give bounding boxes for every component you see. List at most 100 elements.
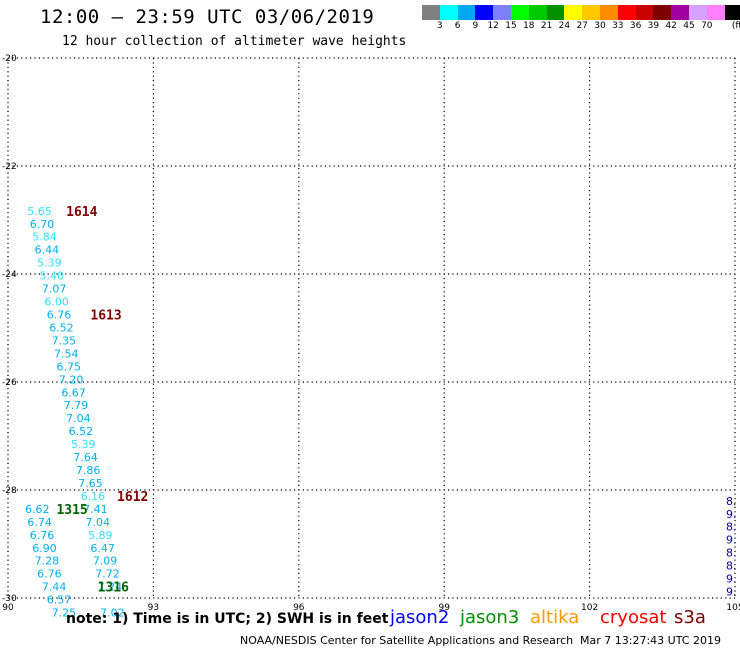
wave-height-label: 7.02 [100, 607, 125, 620]
color-scale-label: 3 [436, 21, 443, 31]
timestamp-text: Mar 7 13:27:43 UTC 2019 [580, 634, 721, 647]
pass-time-label: 1612 [117, 490, 148, 505]
wave-height-label: 9. [726, 573, 737, 586]
page-subtitle: 12 hour collection of altimeter wave hei… [62, 34, 407, 49]
color-scale-label: 42 [665, 21, 677, 31]
lat-tick-label: -26 [2, 378, 17, 388]
color-swatch [493, 5, 511, 20]
color-swatch [475, 5, 494, 20]
wave-height-label: 8. [726, 547, 737, 560]
lon-tick-label: 96 [293, 603, 305, 613]
lat-tick-label: -20 [2, 54, 17, 64]
lon-tick-label: 105 [726, 603, 740, 613]
wave-height-label: 8. [726, 521, 737, 534]
wave-height-label: 6.67 [61, 386, 86, 399]
wave-height-label: 9. [726, 534, 737, 547]
color-scale-label: 27 [576, 21, 588, 31]
color-swatch [546, 5, 565, 20]
color-scale-label: 24 [558, 21, 571, 31]
wave-height-label: 7.28 [35, 555, 60, 568]
wave-height-label: 6.75 [56, 360, 81, 373]
wave-height-label: 7.41 [83, 503, 108, 516]
color-swatch [564, 5, 583, 20]
legend-jason3: jason3 [460, 607, 520, 628]
units-note: note: 1) Time is in UTC; 2) SWH is in fe… [66, 611, 389, 627]
color-swatch [724, 5, 740, 20]
color-scale-label: 15 [505, 21, 517, 31]
color-scale-label: 36 [629, 21, 642, 31]
wave-height-label: 6.90 [32, 542, 57, 555]
color-swatch [617, 5, 636, 20]
color-swatch [510, 5, 529, 20]
lat-tick-label: -30 [2, 594, 17, 604]
color-scale-unit: (ft) [731, 21, 740, 31]
wave-height-label: 7.35 [52, 334, 76, 347]
wave-height-label: 6.47 [90, 542, 115, 555]
color-scale-label: 70 [701, 21, 713, 31]
wave-height-label: 5.65 [27, 205, 51, 218]
wave-height-label: 7.09 [93, 555, 118, 568]
lon-tick-label: 93 [148, 603, 159, 613]
map-grid [7, 57, 736, 599]
legend-cryosat: cryosat [600, 607, 667, 628]
wave-height-label: 7.24 [98, 581, 123, 594]
color-scale-label: 18 [523, 21, 535, 31]
color-scale-label: 9 [472, 21, 479, 31]
wave-height-label: 9. [726, 508, 737, 521]
color-scale-label: 12 [487, 21, 499, 31]
pass-time-label: 1613 [90, 309, 121, 324]
lon-tick-label: 102 [581, 603, 598, 613]
wave-height-label: 6.44 [35, 244, 60, 257]
legend-jason2: jason2 [390, 607, 450, 628]
wave-height-label: 6.76 [37, 568, 62, 581]
wave-height-label: 6.57 [47, 594, 71, 607]
wave-height-label: 9. [726, 586, 737, 599]
color-swatch [582, 5, 600, 20]
pass-time-label: 1614 [66, 205, 97, 220]
legend-s3a: s3a [674, 607, 706, 628]
color-swatch [457, 5, 476, 20]
wave-height-label: 5.39 [37, 257, 62, 270]
color-swatch [635, 5, 654, 20]
color-swatch [671, 5, 689, 20]
wave-height-label: 7.86 [76, 464, 101, 477]
wave-height-values: 5.656.705.846.445.395.407.076.006.766.52… [25, 205, 737, 620]
wave-height-label: 7.72 [95, 568, 120, 581]
wave-height-label: 7.25 [52, 607, 76, 620]
wave-height-label: 6.00 [44, 296, 69, 309]
wave-height-label: 8. [726, 495, 737, 508]
wave-height-label: 7.64 [73, 451, 98, 464]
color-scale-label: 39 [647, 21, 660, 31]
pass-time-labels: 1614 1613 1612 1315 1316 [56, 205, 148, 596]
pass-time-label: 1315 [56, 503, 87, 518]
wave-height-label: 5.84 [32, 231, 57, 244]
wave-height-label: 5.89 [88, 529, 113, 542]
page-title: 12:00 — 23:59 UTC 03/06/2019 [40, 6, 375, 28]
legend-altika: altika [530, 607, 580, 628]
pass-time-label: 1316 [98, 581, 129, 596]
wave-height-label: 7.79 [64, 399, 88, 412]
color-swatch [422, 5, 440, 20]
wave-height-label: 6.74 [27, 516, 51, 529]
color-swatch [653, 5, 672, 20]
color-scale-bar [422, 5, 740, 20]
wave-height-label: 5.39 [71, 438, 96, 451]
color-scale-label: 21 [540, 21, 553, 31]
color-swatch [688, 5, 707, 20]
wave-height-label: 6.52 [69, 425, 94, 438]
color-scale-label: 30 [594, 21, 606, 31]
color-scale-label: 33 [612, 21, 624, 31]
wave-height-label: 6.16 [81, 490, 106, 503]
wave-height-label: 6.76 [47, 309, 71, 322]
wave-height-label: 7.44 [42, 581, 67, 594]
wave-height-label: 5.40 [40, 270, 65, 283]
color-swatch [599, 5, 618, 20]
color-swatch [439, 5, 458, 20]
wave-height-label: 7.04 [86, 516, 111, 529]
lon-tick-label: 90 [2, 603, 14, 613]
wave-height-label: 8. [726, 560, 737, 573]
credit-text: NOAA/NESDIS Center for Satellite Applica… [240, 634, 574, 647]
wave-height-label: 6.62 [25, 503, 50, 516]
